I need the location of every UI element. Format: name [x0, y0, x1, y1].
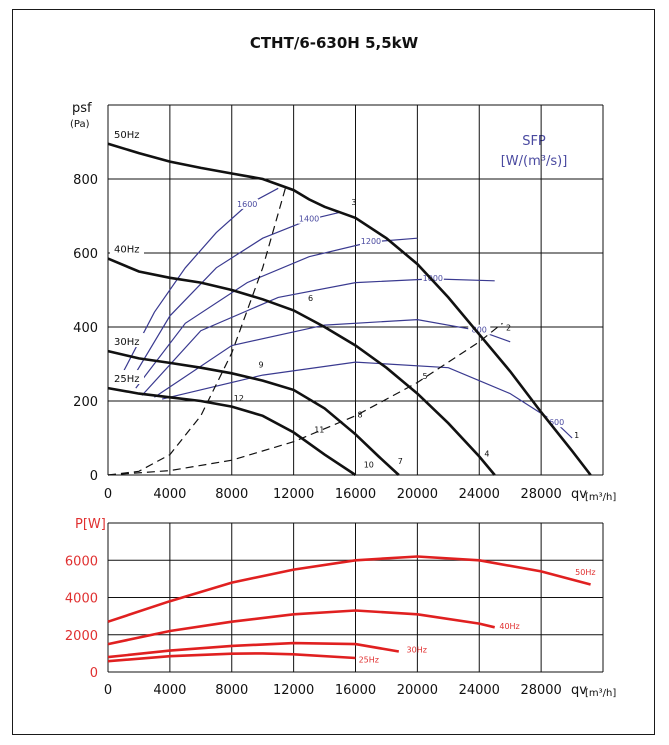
power-curve-30Hz — [107, 641, 400, 659]
fan-curve-50Hz — [107, 142, 592, 476]
lower-x-tick-label: 20000 — [397, 683, 438, 698]
sfp-label: SFP — [522, 134, 546, 149]
upper-yunit: (Pa) — [70, 119, 90, 130]
upper-x-tick-label: 28000 — [520, 487, 561, 502]
fan-curve-label-bg — [110, 333, 144, 348]
operating-point-label: 6 — [308, 294, 313, 303]
operating-point-label: 5 — [422, 372, 427, 381]
power-curve-label: 40Hz — [499, 622, 519, 631]
sfp-label-bg — [359, 235, 382, 246]
system-curve — [107, 186, 287, 476]
sfp-legend-box — [477, 123, 590, 175]
upper-x-tick-label: 16000 — [335, 487, 376, 502]
operating-point-label: 2 — [506, 324, 511, 333]
power-curve-label: 25Hz — [359, 656, 379, 665]
fan-curve-label: 30Hz — [114, 337, 140, 348]
sfp-label-bg — [421, 272, 444, 283]
upper-x-tick-label: 8000 — [215, 487, 248, 502]
upper-x-tick-label: 0 — [104, 487, 112, 502]
fan-curve-25Hz — [107, 386, 357, 477]
power-curve-label: 50Hz — [575, 568, 595, 577]
upper-xunit: [m³/h] — [585, 492, 616, 503]
operating-point-label: 10 — [364, 461, 374, 470]
fan-curve-label: 25Hz — [114, 374, 140, 385]
lower-x-tick-label: 0 — [104, 683, 112, 698]
operating-point-label: 8 — [358, 411, 363, 420]
lower-x-tick-label: 12000 — [273, 683, 314, 698]
lower-x-tick-label: 16000 — [335, 683, 376, 698]
lower-plot: 0 4000 8000 12000 16000 20000 24000 28000 0 2000 4… — [65, 522, 604, 698]
power-curve-50Hz — [107, 555, 591, 623]
lower-y-tick-label: 4000 — [65, 592, 98, 607]
upper-y-tick-label: 0 — [90, 469, 98, 484]
lower-x-tick-label: 8000 — [215, 683, 248, 698]
sfp-unit: [W/(m³/s)] — [501, 154, 568, 169]
lower-y-tick-label: 6000 — [65, 554, 98, 569]
upper-x-tick-label: 4000 — [153, 487, 186, 502]
operating-point-label: 9 — [259, 361, 264, 370]
lower-xlabel: qv — [571, 683, 587, 698]
sfp-curve-label: 1000 — [423, 274, 443, 283]
operating-point-label: 4 — [484, 450, 489, 459]
lower-y-tick-label: 0 — [90, 666, 98, 681]
sfp-label-bg — [236, 198, 259, 209]
upper-y-tick-label: 200 — [73, 395, 98, 410]
upper-y-tick-label: 600 — [73, 247, 98, 262]
fan-curve-40Hz — [107, 257, 496, 476]
lower-x-tick-label: 4000 — [153, 683, 186, 698]
upper-plot: 0 4000 8000 12000 16000 20000 24000 28000 0 200 40… — [73, 104, 604, 502]
sfp-label-bg — [298, 213, 321, 224]
operating-point-label: 7 — [398, 457, 403, 466]
sfp-curve — [135, 237, 418, 389]
sfp-curve-label: 1200 — [361, 237, 381, 246]
upper-x-tick-label: 20000 — [397, 487, 438, 502]
upper-y-tick-label: 400 — [73, 321, 98, 336]
sfp-curve-label: 1600 — [237, 200, 257, 209]
sfp-label-bg — [545, 417, 568, 428]
sfp-curve-label: 600 — [549, 418, 564, 427]
upper-y-tick-label: 800 — [73, 173, 98, 188]
sfp-label-bg — [468, 324, 491, 335]
system-curve — [107, 322, 503, 476]
upper-ylabel: psf — [72, 101, 92, 116]
fan-curve-30Hz — [107, 349, 400, 476]
power-curve-25Hz — [107, 652, 356, 663]
power-curve-40Hz — [107, 609, 496, 646]
chart-title: CTHT/6-630H 5,5kW — [250, 34, 419, 52]
lower-xunit: [m³/h] — [585, 688, 616, 699]
fan-curve-label-bg — [110, 125, 144, 140]
fan-curve-label-bg — [110, 370, 144, 385]
upper-x-tick-label: 24000 — [459, 487, 500, 502]
lower-x-tick-label: 28000 — [520, 683, 561, 698]
fan-curve-label: 40Hz — [114, 245, 140, 256]
lower-ylabel: P[W] — [75, 517, 106, 532]
upper-xlabel: qv — [571, 487, 587, 502]
fan-curve-label: 50Hz — [114, 130, 140, 141]
operating-point-label: 1 — [574, 431, 579, 440]
fan-curve-label-bg — [110, 240, 144, 255]
power-curve-label: 30Hz — [407, 645, 427, 654]
lower-y-tick-label: 2000 — [65, 629, 98, 644]
sfp-curve-label: 800 — [472, 326, 487, 335]
operating-point-label: 12 — [234, 394, 244, 403]
upper-x-tick-label: 12000 — [273, 487, 314, 502]
lower-x-tick-label: 24000 — [459, 683, 500, 698]
operating-point-label: 11 — [314, 425, 324, 434]
sfp-curve-label: 1400 — [299, 215, 319, 224]
operating-point-label: 3 — [351, 198, 356, 207]
sfp-curve — [141, 278, 495, 396]
